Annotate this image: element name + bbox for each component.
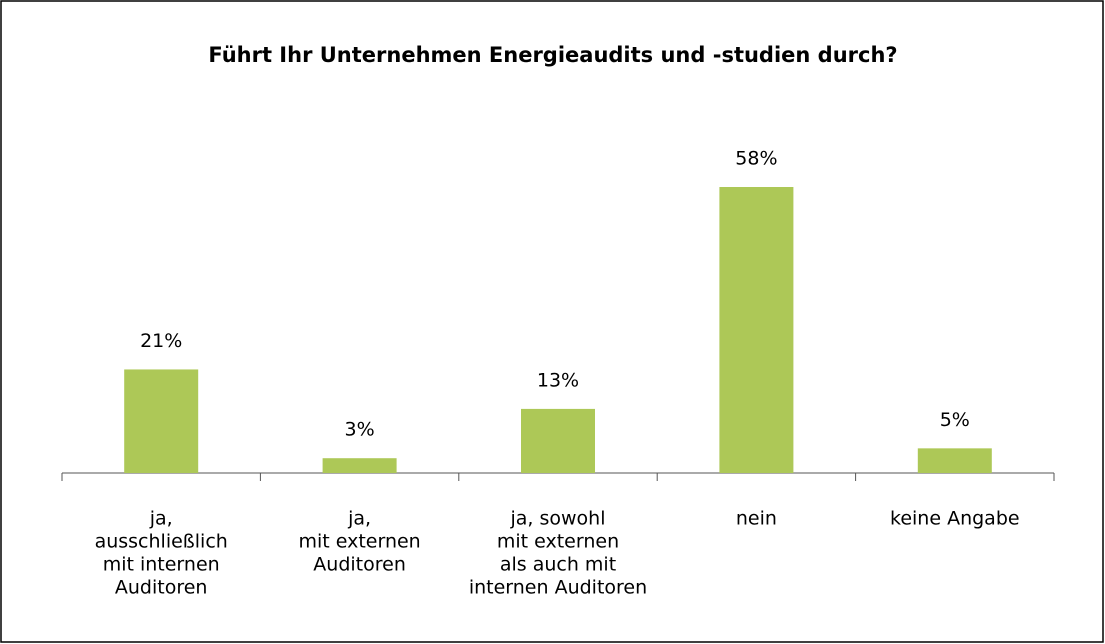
data-label: 13% — [537, 369, 579, 391]
x-tick-label: internen Auditoren — [469, 577, 647, 599]
data-label: 58% — [735, 148, 777, 170]
x-tick-label: nein — [736, 508, 777, 530]
chart-title: Führt Ihr Unternehmen Energieaudits und … — [208, 43, 897, 67]
bar — [322, 458, 397, 473]
x-tick-label: ausschließlich — [95, 531, 228, 553]
bar — [917, 448, 992, 473]
data-label: 21% — [140, 330, 182, 352]
x-tick-label: Auditoren — [313, 554, 406, 576]
x-tick-label: ja, — [149, 508, 173, 530]
x-tick-label: mit externen — [298, 531, 420, 553]
bar — [124, 369, 199, 473]
data-label: 3% — [345, 419, 375, 441]
x-tick-label: mit internen — [103, 554, 220, 576]
x-tick-label: Auditoren — [115, 577, 208, 599]
x-tick-label: mit externen — [497, 531, 619, 553]
x-tick-label: ja, — [347, 508, 371, 530]
x-tick-label: ja, sowohl — [509, 508, 605, 530]
bar — [521, 408, 595, 473]
bar — [719, 187, 794, 473]
x-tick-label: als auch mit — [500, 554, 616, 576]
data-label: 5% — [940, 409, 970, 431]
x-tick-label: keine Angabe — [890, 508, 1020, 530]
